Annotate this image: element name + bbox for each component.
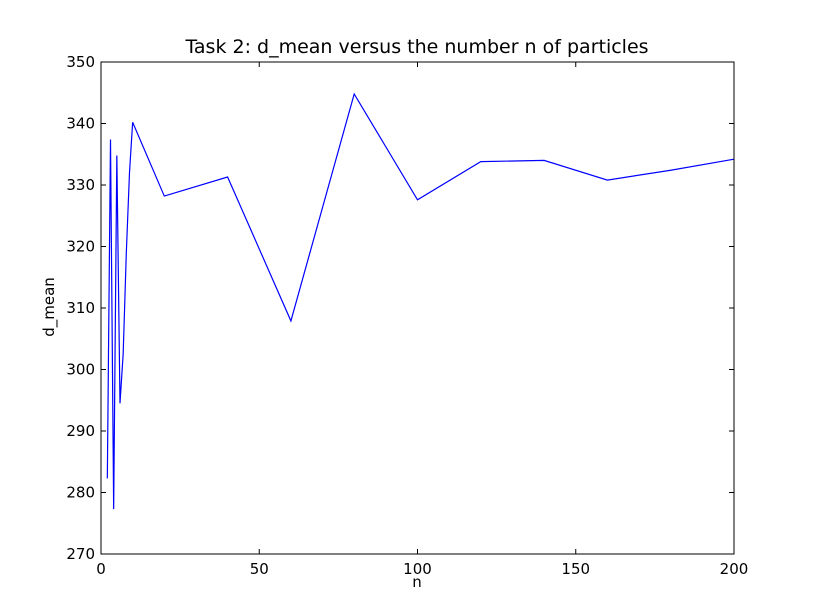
x-tick-label: 50 bbox=[250, 560, 269, 578]
y-tick-label: 270 bbox=[66, 545, 95, 563]
x-tick-label: 150 bbox=[561, 560, 590, 578]
y-tick-label: 310 bbox=[66, 299, 95, 317]
y-tick-label: 350 bbox=[66, 53, 95, 71]
y-tick-label: 320 bbox=[66, 238, 95, 256]
x-tick-label: 100 bbox=[403, 560, 432, 578]
y-tick-label: 330 bbox=[66, 176, 95, 194]
chart-title: Task 2: d_mean versus the number n of pa… bbox=[184, 36, 648, 58]
y-tick-label: 280 bbox=[66, 484, 95, 502]
y-tick-label: 340 bbox=[66, 115, 95, 133]
x-tick-label: 200 bbox=[720, 560, 749, 578]
y-tick-label: 300 bbox=[66, 361, 95, 379]
y-tick-label: 290 bbox=[66, 422, 95, 440]
x-axis-label: n bbox=[412, 573, 422, 591]
series-line bbox=[106, 92, 735, 510]
plot-area: 0 50 100 150 200 270 280 290 300 310 320 330 340 350 bbox=[66, 53, 748, 578]
plot-frame bbox=[100, 61, 735, 555]
y-axis-label: d_mean bbox=[40, 277, 59, 337]
x-tick-label: 0 bbox=[96, 560, 106, 578]
